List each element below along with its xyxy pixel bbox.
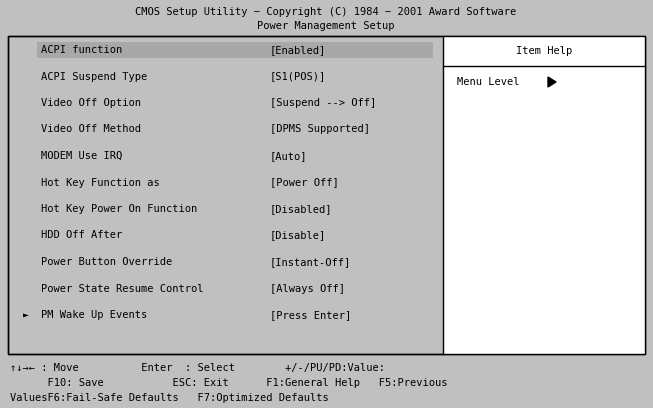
Bar: [8, 36, 645, 354]
Text: F10: Save           ESC: Exit      F1:General Help   F5:Previous: F10: Save ESC: Exit F1:General Help F5:P…: [10, 378, 447, 388]
Text: CMOS Setup Utility − Copyright (C) 1984 − 2001 Award Software: CMOS Setup Utility − Copyright (C) 1984 …: [135, 7, 517, 17]
Text: [Press Enter]: [Press Enter]: [270, 310, 351, 320]
Text: ValuesF6:Fail-Safe Defaults   F7:Optimized Defaults: ValuesF6:Fail-Safe Defaults F7:Optimized…: [10, 393, 328, 403]
Text: [Auto]: [Auto]: [270, 151, 308, 161]
Text: Hot Key Power On Function: Hot Key Power On Function: [41, 204, 197, 214]
Text: Hot Key Function as: Hot Key Function as: [41, 177, 160, 188]
Text: [Instant-Off]: [Instant-Off]: [270, 257, 351, 267]
Text: HDD Off After: HDD Off After: [41, 231, 122, 240]
Text: ↑↓→← : Move          Enter  : Select        +/-/PU/PD:Value:: ↑↓→← : Move Enter : Select +/-/PU/PD:Val…: [10, 363, 385, 373]
Text: MODEM Use IRQ: MODEM Use IRQ: [41, 151, 122, 161]
Text: Item Help: Item Help: [516, 46, 572, 56]
Text: [Suspend --> Off]: [Suspend --> Off]: [270, 98, 376, 108]
Text: Power State Resume Control: Power State Resume Control: [41, 284, 204, 293]
Text: ►: ►: [23, 310, 29, 320]
Text: Power Management Setup: Power Management Setup: [257, 21, 395, 31]
Text: ACPI Suspend Type: ACPI Suspend Type: [41, 71, 147, 82]
Text: [Always Off]: [Always Off]: [270, 284, 345, 293]
Text: Menu Level: Menu Level: [457, 77, 520, 87]
Polygon shape: [548, 77, 556, 87]
Text: Power Button Override: Power Button Override: [41, 257, 172, 267]
Text: [Enabled]: [Enabled]: [270, 45, 326, 55]
Bar: [37, 42, 433, 58]
Text: [Disabled]: [Disabled]: [270, 204, 332, 214]
Text: PM Wake Up Events: PM Wake Up Events: [41, 310, 147, 320]
Text: Video Off Option: Video Off Option: [41, 98, 141, 108]
Bar: [443, 36, 645, 354]
Text: [Disable]: [Disable]: [270, 231, 326, 240]
Text: [Power Off]: [Power Off]: [270, 177, 339, 188]
Text: [DPMS Supported]: [DPMS Supported]: [270, 124, 370, 135]
Text: [S1(POS)]: [S1(POS)]: [270, 71, 326, 82]
Text: Video Off Method: Video Off Method: [41, 124, 141, 135]
Text: ACPI function: ACPI function: [41, 45, 122, 55]
Bar: [8, 36, 645, 354]
